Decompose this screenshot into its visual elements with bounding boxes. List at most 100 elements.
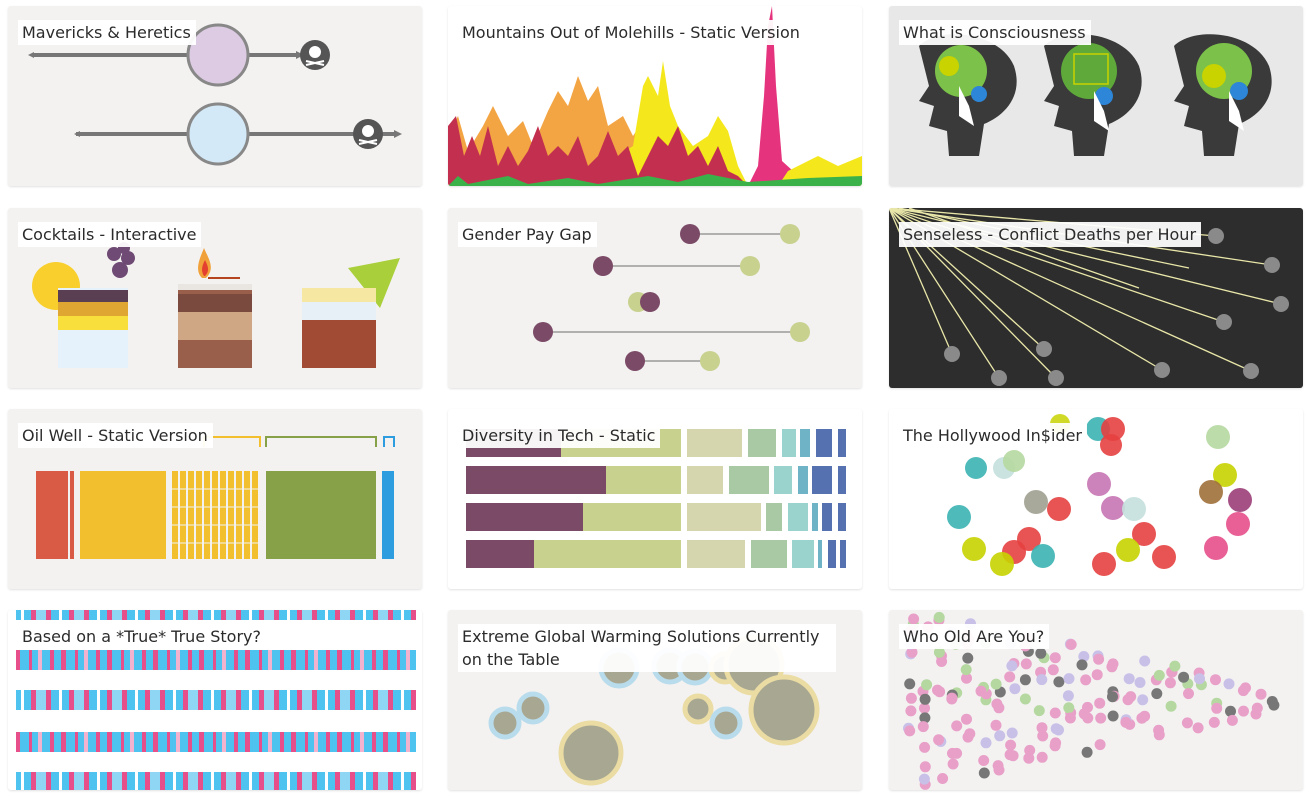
card-title: Based on a *True* True Story? [18, 624, 267, 649]
oil-well-thumbnail [36, 436, 395, 559]
mountains-thumbnail [448, 6, 862, 186]
age-dot [990, 719, 1002, 731]
age-dot [1210, 674, 1221, 686]
true-story-thumbnail [16, 610, 416, 790]
age-dot [962, 652, 974, 664]
age-dot [905, 692, 917, 704]
age-dot [1035, 647, 1047, 659]
age-dot [1093, 653, 1105, 665]
age-dot [1255, 688, 1267, 700]
card-cocktails[interactable]: Cocktails - Interactive [8, 208, 422, 388]
card-who-old-are-you[interactable]: Who Old Are You? [889, 610, 1303, 790]
cocktails-thumbnail [32, 242, 400, 368]
card-mavericks-heretics[interactable]: Mavericks & Heretics [8, 6, 422, 186]
age-dot [951, 747, 963, 759]
age-dot [1237, 685, 1249, 697]
card-senseless[interactable]: Senseless - Conflict Deaths per Hour [889, 208, 1303, 388]
age-dot [919, 741, 931, 753]
card-title: Who Old Are You? [899, 624, 1050, 649]
age-dot [1019, 674, 1031, 686]
age-dot [1036, 674, 1048, 686]
age-dot [1037, 730, 1049, 742]
age-dot [1181, 717, 1193, 729]
age-dot [1211, 702, 1223, 714]
card-oil-well[interactable]: Oil Well - Static Version [8, 409, 422, 589]
head-silhouette-icon [1174, 34, 1272, 156]
age-dot [1063, 673, 1075, 685]
age-dot [1266, 696, 1278, 707]
card-global-warming[interactable]: Extreme Global Warming Solutions Current… [448, 610, 862, 790]
card-true-story[interactable]: Based on a *True* True Story? [8, 610, 422, 790]
age-dot [961, 672, 972, 684]
consciousness-thumbnail [919, 34, 1272, 156]
age-dot [933, 611, 945, 623]
age-dot [918, 773, 930, 785]
head-silhouette-icon [1044, 34, 1142, 156]
age-dot [1194, 673, 1205, 685]
age-dot [1049, 707, 1061, 719]
age-dot [978, 755, 990, 766]
age-dot [1053, 676, 1065, 688]
card-mountains-molehills[interactable]: Mountains Out of Molehills - Static Vers… [448, 6, 862, 186]
age-dot [919, 761, 931, 773]
age-dot [933, 646, 945, 658]
age-dot [1004, 671, 1016, 683]
age-dot [1036, 722, 1048, 734]
age-dot [1137, 694, 1149, 706]
age-dot [1139, 655, 1151, 667]
card-title: The Hollywood In$ider [899, 423, 1087, 448]
age-dot [1080, 674, 1092, 686]
age-dot [1006, 727, 1018, 739]
age-dot [990, 678, 1002, 690]
mavericks-thumbnail [28, 23, 402, 166]
age-dot [1208, 716, 1220, 728]
age-dot [1062, 690, 1074, 702]
card-title: Diversity in Tech - Static [458, 423, 661, 448]
age-dot [1251, 702, 1263, 714]
age-dot [1033, 705, 1045, 717]
age-dot [994, 730, 1006, 742]
age-dot [919, 702, 930, 714]
age-dot [1225, 705, 1236, 717]
age-dot [1107, 691, 1118, 703]
skull-crossbones-icon [300, 40, 330, 70]
card-hollywood-insider[interactable]: The Hollywood In$ider [889, 409, 1303, 589]
card-title: Gender Pay Gap [458, 222, 597, 247]
age-dot [1238, 705, 1249, 717]
age-dot [1047, 664, 1059, 676]
age-dot [960, 664, 972, 676]
age-dot [1036, 751, 1048, 763]
card-consciousness[interactable]: What is Consciousness [889, 6, 1303, 186]
age-dot [906, 646, 918, 658]
age-dot [1122, 694, 1134, 706]
age-dot [964, 728, 976, 740]
card-diversity-tech[interactable]: Diversity in Tech - Static [448, 409, 862, 589]
age-dot [1053, 724, 1064, 736]
age-dot [919, 712, 931, 724]
card-title: What is Consciousness [899, 20, 1091, 45]
age-dot [1134, 677, 1146, 688]
age-dot [1076, 659, 1088, 671]
age-dot [1094, 739, 1106, 751]
age-dot [1139, 710, 1151, 722]
age-dot [937, 773, 949, 784]
age-dot [951, 720, 963, 732]
age-dot [1192, 722, 1204, 734]
age-dot [1153, 669, 1165, 681]
age-dot [1065, 639, 1077, 650]
card-gender-pay-gap[interactable]: Gender Pay Gap [448, 208, 862, 388]
age-dot [1049, 652, 1061, 664]
age-dot [1153, 724, 1165, 736]
age-dot [961, 713, 972, 725]
head-silhouette-icon [919, 34, 1017, 156]
age-dot [936, 656, 948, 667]
age-dot [905, 705, 917, 717]
age-dot [904, 725, 916, 737]
age-dot [946, 692, 958, 704]
age-dot [1091, 669, 1103, 681]
gender-pay-gap-thumbnail [533, 224, 810, 371]
age-dot [921, 679, 933, 691]
card-title: Senseless - Conflict Deaths per Hour [899, 222, 1202, 247]
age-dot [1006, 660, 1018, 672]
card-title: Extreme Global Warming Solutions Current… [458, 624, 836, 672]
